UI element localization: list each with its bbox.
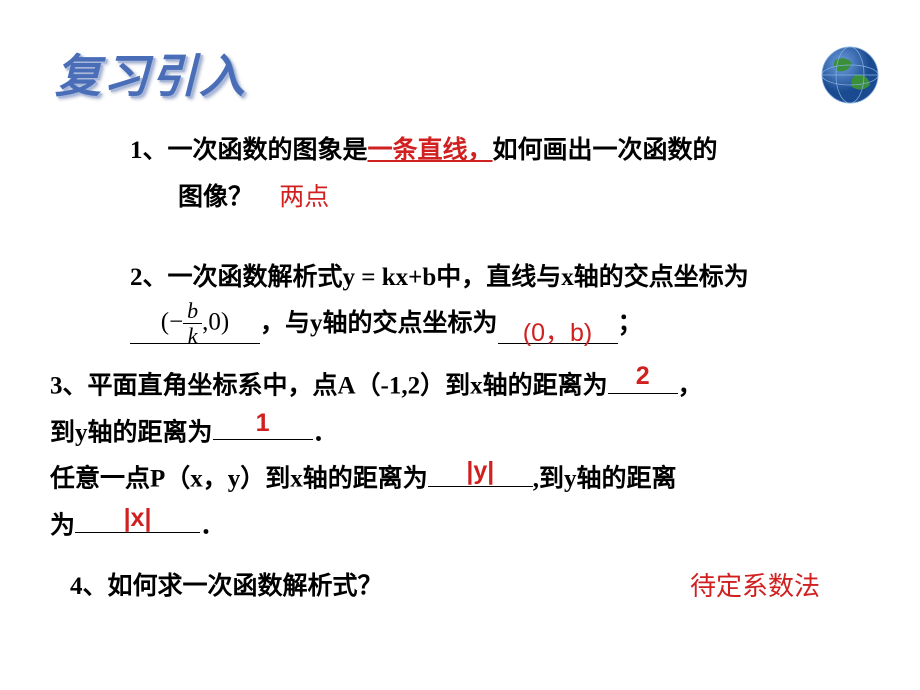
q2-answer2: (0，b)	[498, 313, 618, 353]
q3-answer3: |y|	[428, 451, 533, 491]
q4-answer: 待定系数法	[690, 566, 820, 608]
q3-l4-pre: 为	[50, 512, 75, 539]
q3-l3-post: ,到y轴的距离	[533, 466, 677, 493]
q1-line2: 图像？ 两点	[60, 177, 880, 218]
globe-icon	[820, 45, 880, 105]
q3-line3: 任意一点P（x，y）到x轴的距离为 |y| ,到y轴的距离	[50, 459, 880, 500]
q2-end: ；	[618, 304, 643, 344]
q2-line2: (−bk,0) ，与y轴的交点坐标为 (0，b) ；	[60, 304, 880, 344]
q3-l1-pre: 3、平面直角坐标系中，点A（-1,2）到x轴的距离为	[50, 373, 608, 400]
frac-den: k	[183, 324, 202, 348]
slide-title: 复习引入	[55, 40, 247, 106]
q3-answer2: 1	[213, 403, 313, 443]
q4-text: 4、如何求一次函数解析式？	[70, 567, 383, 607]
q3-l3-pre: 任意一点P（x，y）到x轴的距离为	[50, 466, 428, 493]
comma: ，	[678, 373, 703, 400]
q3-l4-post: ．	[200, 512, 225, 539]
q3-line1: 3、平面直角坐标系中，点A（-1,2）到x轴的距离为 2 ，	[50, 366, 880, 407]
q4-row: 4、如何求一次函数解析式？ 待定系数法	[60, 566, 880, 608]
content-area: 1、一次函数的图象是一条直线，如何画出一次函数的 图像？ 两点 2、一次函数解析…	[60, 130, 880, 614]
q1-line2-text: 图像？	[178, 184, 253, 211]
q1-post: 如何画出一次函数的	[493, 137, 718, 164]
q1-pre: 1、一次函数的图象是	[130, 137, 368, 164]
q3-line4: 为 |x| ．	[50, 506, 880, 547]
q3-answer4: |x|	[75, 498, 200, 538]
paren-close: ,0)	[202, 308, 229, 335]
frac-num: b	[183, 299, 202, 324]
q3-line2: 到y轴的距离为 1 ．	[50, 413, 880, 454]
q1-answer-below: 两点	[279, 183, 329, 211]
q3-l2-pre: 到y轴的距离为	[50, 419, 213, 446]
paren-open: (	[161, 308, 169, 335]
q1-answer-inline: 一条直线，	[368, 136, 493, 164]
q3-answer1: 2	[608, 356, 678, 396]
fraction: bk	[183, 299, 202, 348]
q2-line1: 2、一次函数解析式y = kx+b中，直线与x轴的交点坐标为	[60, 258, 880, 298]
q1-line1: 1、一次函数的图象是一条直线，如何画出一次函数的	[60, 130, 880, 171]
neg-sign: −	[169, 308, 183, 335]
q3-l2-post: ．	[313, 419, 338, 446]
q2-mid: ，与y轴的交点坐标为	[260, 304, 498, 344]
q2-answer1: (−bk,0)	[130, 299, 260, 348]
